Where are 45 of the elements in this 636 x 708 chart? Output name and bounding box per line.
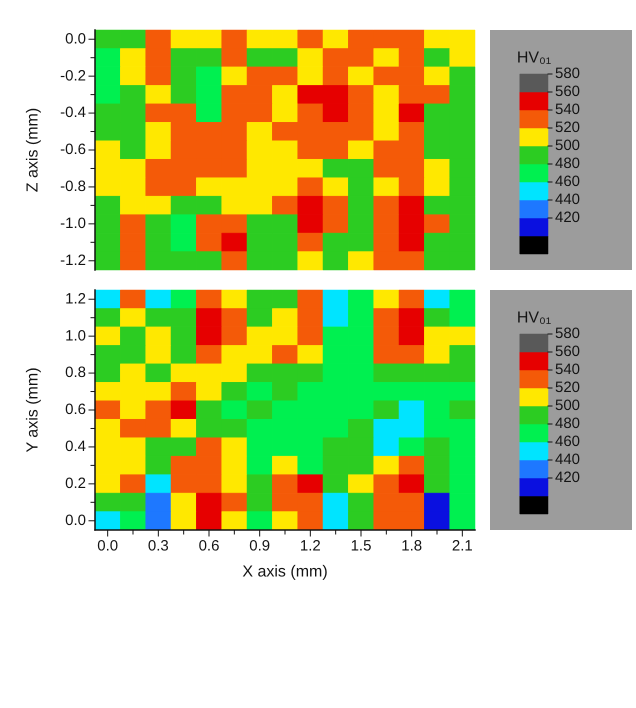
color-bar-label: 520: [555, 119, 580, 136]
y-tick-label: 1.2: [65, 290, 86, 308]
x-tick-label: 1.2: [300, 538, 321, 555]
color-bar-label: 420: [555, 469, 580, 486]
color-bar-label: 540: [555, 361, 580, 378]
color-bar-label: 540: [555, 101, 580, 118]
x-tick-label: 2.1: [452, 538, 473, 555]
x-tick-label: 0.3: [148, 538, 169, 555]
y-tick-label: 0.0: [65, 512, 86, 529]
color-bar-label: 580: [555, 325, 580, 342]
y-tick-label: -0.4: [60, 104, 86, 122]
color-bar-label: 460: [555, 433, 580, 450]
color-bar-label: 560: [555, 83, 580, 100]
x-tick-label: 0.9: [249, 538, 270, 555]
color-bar-label: 440: [555, 191, 580, 208]
color-bar-label: 480: [555, 415, 580, 432]
color-bar-label: 580: [555, 65, 580, 82]
color-bar-label: 560: [555, 343, 580, 360]
y-tick-label: -0.2: [60, 67, 86, 84]
y-axis-title: Z axis (mm): [24, 108, 42, 192]
color-bar-label: 520: [555, 379, 580, 396]
color-bar-label: 480: [555, 155, 580, 172]
y-tick-label: -1.0: [60, 214, 86, 232]
y-tick-label: 0.0: [65, 30, 86, 48]
color-bar-title: HV₀₁: [516, 309, 552, 326]
color-bar-title: HV₀₁: [516, 49, 552, 66]
y-tick-label: -0.8: [60, 178, 86, 196]
y-tick-label: 0.2: [65, 474, 86, 492]
color-bar-label: 440: [555, 451, 580, 468]
color-bar-label: 500: [555, 137, 580, 154]
y-tick-label: -1.2: [60, 252, 86, 269]
color-bar-label: 460: [555, 173, 580, 190]
color-bar-label: 500: [555, 397, 580, 414]
x-tick-label: 0.6: [198, 538, 220, 555]
y-tick-label: 1.0: [65, 327, 86, 344]
color-bar-label: 420: [555, 209, 580, 226]
y-tick-label: 0.8: [65, 364, 86, 382]
x-tick-label: 1.5: [350, 538, 372, 555]
x-tick-label: 1.8: [401, 538, 422, 555]
y-tick-label: 0.4: [65, 438, 86, 456]
y-tick-label: 0.6: [65, 401, 86, 418]
x-tick-label: 0.0: [97, 538, 118, 555]
y-axis-title: Y axis (mm): [24, 367, 42, 453]
x-axis-title: X axis (mm): [242, 563, 328, 580]
y-tick-label: -0.6: [60, 141, 86, 158]
